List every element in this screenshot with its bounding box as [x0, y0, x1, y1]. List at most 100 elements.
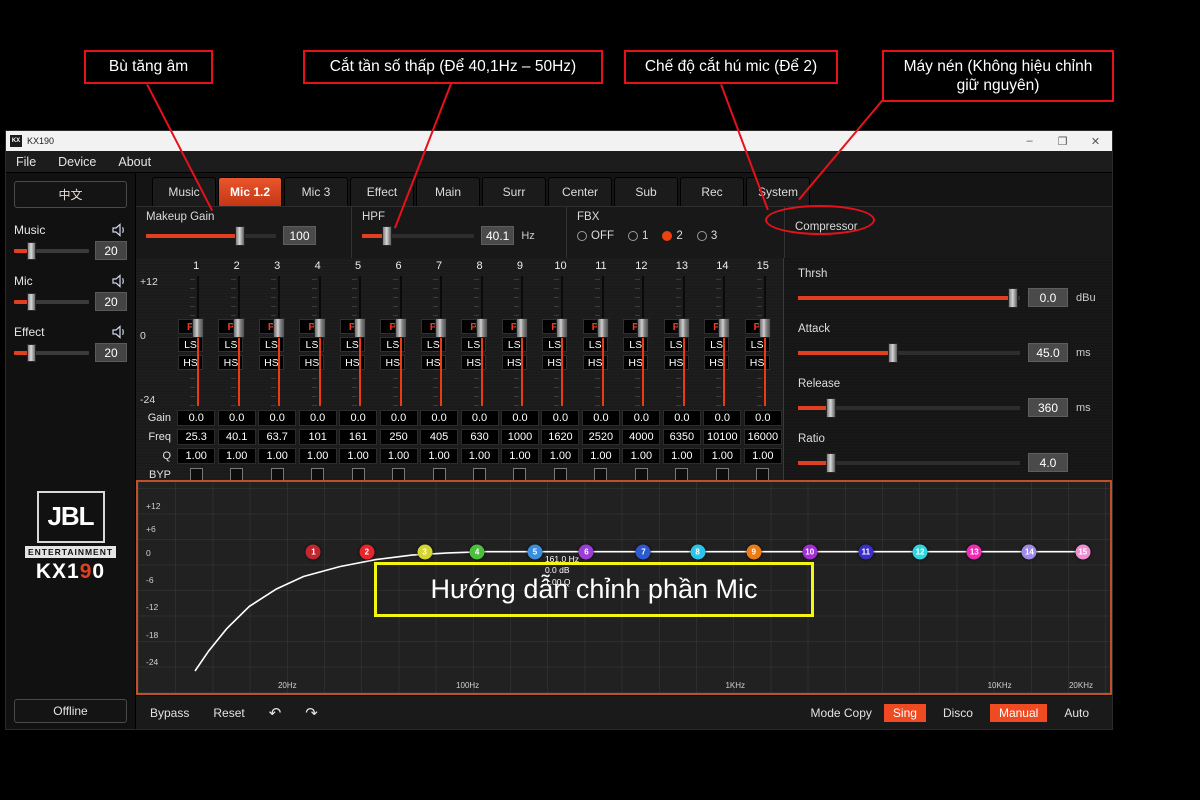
mode-button-manual[interactable]: Manual: [989, 703, 1048, 722]
eq-gain-fader[interactable]: [392, 276, 407, 406]
graph-band-marker-3[interactable]: 3: [417, 544, 433, 560]
graph-band-marker-1[interactable]: 1: [305, 544, 321, 560]
tab-sub[interactable]: Sub: [614, 177, 678, 206]
compressor-slider[interactable]: [798, 287, 1020, 308]
graph-band-marker-11[interactable]: 11: [858, 544, 874, 560]
eq-q-value[interactable]: 1.00: [339, 447, 378, 464]
makeup-gain-slider[interactable]: [146, 225, 276, 246]
volume-slider[interactable]: [14, 343, 89, 362]
graph-band-marker-9[interactable]: 9: [746, 544, 762, 560]
eq-freq-value[interactable]: 10100: [703, 428, 742, 445]
eq-gain-value[interactable]: 0.0: [662, 409, 701, 426]
hpf-value[interactable]: 40.1: [481, 226, 515, 245]
volume-value[interactable]: 20: [95, 343, 127, 362]
fbx-option-1[interactable]: 1: [628, 230, 648, 242]
maximize-icon[interactable]: ❐: [1057, 135, 1068, 148]
graph-band-marker-7[interactable]: 7: [635, 544, 651, 560]
compressor-value[interactable]: 0.0: [1028, 288, 1068, 307]
reset-button[interactable]: Reset: [213, 705, 245, 720]
eq-gain-value[interactable]: 0.0: [258, 409, 297, 426]
undo-icon[interactable]: ↶: [268, 704, 282, 722]
eq-q-value[interactable]: 1.00: [460, 447, 499, 464]
eq-gain-value[interactable]: 0.0: [703, 409, 742, 426]
eq-q-value[interactable]: 1.00: [662, 447, 701, 464]
eq-gain-fader[interactable]: [230, 276, 245, 406]
redo-icon[interactable]: ↷: [305, 704, 318, 722]
eq-gain-value[interactable]: 0.0: [500, 409, 539, 426]
eq-gain-value[interactable]: 0.0: [460, 409, 499, 426]
tab-center[interactable]: Center: [548, 177, 612, 206]
graph-band-marker-8[interactable]: 8: [690, 544, 706, 560]
graph-band-marker-5[interactable]: 5: [527, 544, 543, 560]
eq-gain-fader[interactable]: [352, 276, 367, 406]
eq-gain-fader[interactable]: [271, 276, 286, 406]
minimize-icon[interactable]: –: [1026, 135, 1033, 147]
eq-freq-value[interactable]: 4000: [622, 428, 661, 445]
mode-button-sing[interactable]: Sing: [883, 703, 926, 722]
eq-freq-value[interactable]: 6350: [662, 428, 701, 445]
compressor-value[interactable]: 45.0: [1028, 343, 1068, 362]
eq-gain-value[interactable]: 0.0: [379, 409, 418, 426]
volume-slider[interactable]: [14, 241, 89, 260]
eq-freq-value[interactable]: 630: [460, 428, 499, 445]
eq-q-value[interactable]: 1.00: [703, 447, 742, 464]
eq-gain-value[interactable]: 0.0: [420, 409, 459, 426]
eq-q-value[interactable]: 1.00: [541, 447, 580, 464]
eq-gain-fader[interactable]: [311, 276, 326, 406]
tab-mic-3[interactable]: Mic 3: [284, 177, 348, 206]
volume-value[interactable]: 20: [95, 241, 127, 260]
eq-gain-value[interactable]: 0.0: [743, 409, 782, 426]
eq-gain-fader[interactable]: [433, 276, 448, 406]
eq-gain-fader[interactable]: [513, 276, 528, 406]
tab-main[interactable]: Main: [416, 177, 480, 206]
graph-band-marker-6[interactable]: 6: [578, 544, 594, 560]
language-button[interactable]: 中文: [14, 181, 127, 208]
hpf-slider[interactable]: [362, 225, 474, 246]
graph-band-marker-12[interactable]: 12: [912, 544, 928, 560]
eq-gain-fader[interactable]: [756, 276, 771, 406]
compressor-slider[interactable]: [798, 342, 1020, 363]
eq-q-value[interactable]: 1.00: [177, 447, 216, 464]
eq-freq-value[interactable]: 161: [339, 428, 378, 445]
eq-freq-value[interactable]: 1620: [541, 428, 580, 445]
fbx-option-off[interactable]: OFF: [577, 230, 614, 242]
eq-freq-value[interactable]: 25.3: [177, 428, 216, 445]
mode-copy-label[interactable]: Mode Copy: [810, 705, 872, 720]
eq-gain-fader[interactable]: [716, 276, 731, 406]
graph-band-marker-4[interactable]: 4: [469, 544, 485, 560]
eq-gain-value[interactable]: 0.0: [177, 409, 216, 426]
eq-gain-value[interactable]: 0.0: [298, 409, 337, 426]
eq-gain-fader[interactable]: [190, 276, 205, 406]
mode-button-disco[interactable]: Disco: [942, 705, 973, 720]
eq-freq-value[interactable]: 250: [379, 428, 418, 445]
eq-q-value[interactable]: 1.00: [258, 447, 297, 464]
frequency-response-graph[interactable]: +12 +6 0 -6 -12 -18 -24 20Hz 100Hz 1KHz 10KHz 20KHz…: [136, 480, 1112, 695]
eq-freq-value[interactable]: 16000: [743, 428, 782, 445]
compressor-value[interactable]: 360: [1028, 398, 1068, 417]
eq-q-value[interactable]: 1.00: [298, 447, 337, 464]
eq-q-value[interactable]: 1.00: [500, 447, 539, 464]
tab-mic-1-2[interactable]: Mic 1.2: [218, 177, 282, 206]
eq-freq-value[interactable]: 405: [420, 428, 459, 445]
eq-gain-value[interactable]: 0.0: [541, 409, 580, 426]
compressor-slider[interactable]: [798, 397, 1020, 418]
eq-freq-value[interactable]: 1000: [500, 428, 539, 445]
eq-freq-value[interactable]: 63.7: [258, 428, 297, 445]
graph-band-marker-14[interactable]: 14: [1021, 544, 1037, 560]
eq-gain-value[interactable]: 0.0: [217, 409, 256, 426]
eq-q-value[interactable]: 1.00: [622, 447, 661, 464]
graph-band-marker-10[interactable]: 10: [802, 544, 818, 560]
tab-rec[interactable]: Rec: [680, 177, 744, 206]
eq-q-value[interactable]: 1.00: [379, 447, 418, 464]
fbx-option-2[interactable]: 2: [662, 230, 683, 242]
eq-freq-value[interactable]: 101: [298, 428, 337, 445]
volume-value[interactable]: 20: [95, 292, 127, 311]
menu-item-file[interactable]: File: [16, 154, 37, 169]
eq-q-value[interactable]: 1.00: [581, 447, 620, 464]
volume-slider[interactable]: [14, 292, 89, 311]
compressor-slider[interactable]: [798, 452, 1020, 473]
eq-freq-value[interactable]: 40.1: [217, 428, 256, 445]
menu-item-about[interactable]: About: [118, 154, 152, 169]
eq-gain-fader[interactable]: [594, 276, 609, 406]
menu-item-device[interactable]: Device: [58, 154, 97, 169]
